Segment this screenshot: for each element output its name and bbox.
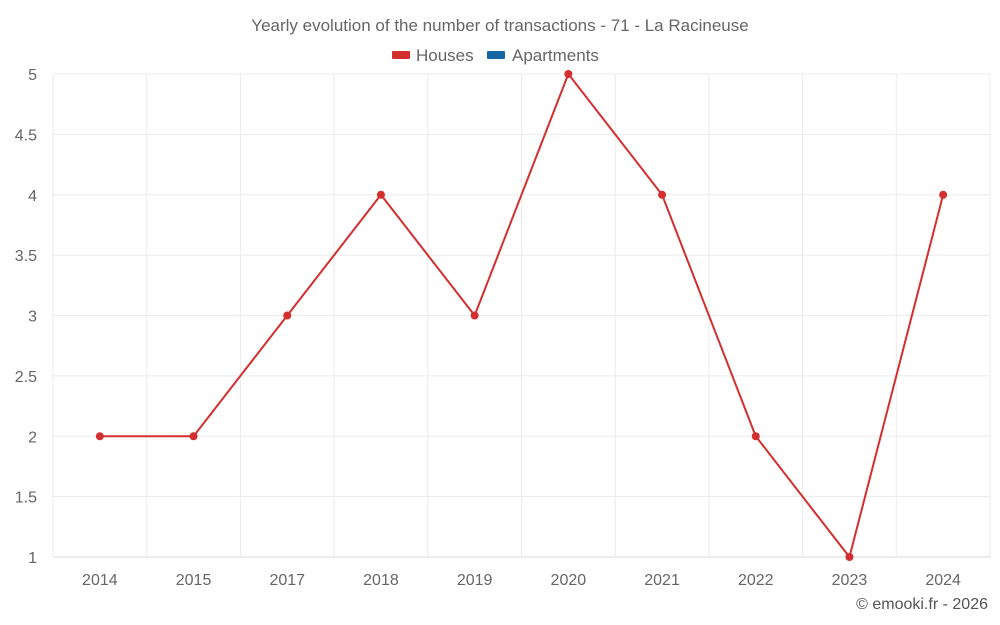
y-tick-label: 2.5 [15, 369, 37, 386]
data-point-houses-2022[interactable] [751, 432, 760, 441]
series-line-houses [99, 73, 945, 558]
data-point-houses-2023[interactable] [845, 553, 854, 561]
x-tick-label: 2017 [269, 572, 305, 589]
legend-label-houses: Houses [416, 46, 474, 65]
y-tick-label: 4 [28, 188, 37, 205]
y-tick-label: 1 [28, 550, 37, 567]
x-tick-label: 2020 [551, 572, 587, 589]
x-axis: 2014 2015 2017 2018 2019 2020 2021 2022 2023 2024 [82, 572, 961, 589]
data-point-houses-2018[interactable] [376, 190, 385, 199]
gridlines [52, 73, 991, 558]
x-tick-label: 2021 [644, 572, 680, 589]
legend-swatch-apartments [487, 51, 505, 59]
x-tick-label: 2015 [176, 572, 212, 589]
x-tick-label: 2022 [738, 572, 774, 589]
data-point-houses-2015[interactable] [189, 432, 198, 441]
y-tick-label: 3 [28, 309, 37, 326]
x-tick-label: 2019 [457, 572, 493, 589]
y-tick-label: 1.5 [15, 490, 37, 507]
y-tick-label: 5 [28, 67, 37, 84]
legend-label-apartments: Apartments [512, 46, 599, 65]
data-point-houses-2017[interactable] [283, 311, 292, 320]
x-tick-label: 2014 [82, 572, 118, 589]
x-tick-label: 2024 [925, 572, 961, 589]
data-point-houses-2019[interactable] [470, 311, 479, 320]
x-tick-label: 2018 [363, 572, 399, 589]
chart-title: Yearly evolution of the number of transa… [251, 16, 748, 35]
y-tick-label: 2 [28, 429, 37, 446]
data-point-houses-2014[interactable] [95, 432, 104, 441]
x-tick-label: 2023 [832, 572, 868, 589]
credit-text: © emooki.fr - 2026 [856, 596, 988, 613]
data-point-houses-2020[interactable] [564, 70, 573, 78]
legend-item-houses[interactable]: Houses [392, 46, 474, 65]
legend: Houses Apartments [392, 46, 599, 65]
legend-swatch-houses [392, 51, 410, 59]
legend-item-apartments[interactable]: Apartments [487, 46, 599, 65]
y-tick-label: 3.5 [15, 248, 37, 265]
y-axis: 1 1.5 2 2.5 3 3.5 4 4.5 5 [15, 67, 37, 567]
series-layer [95, 70, 948, 561]
data-point-houses-2021[interactable] [658, 190, 667, 199]
data-point-houses-2024[interactable] [939, 190, 948, 199]
y-tick-label: 4.5 [15, 127, 37, 144]
